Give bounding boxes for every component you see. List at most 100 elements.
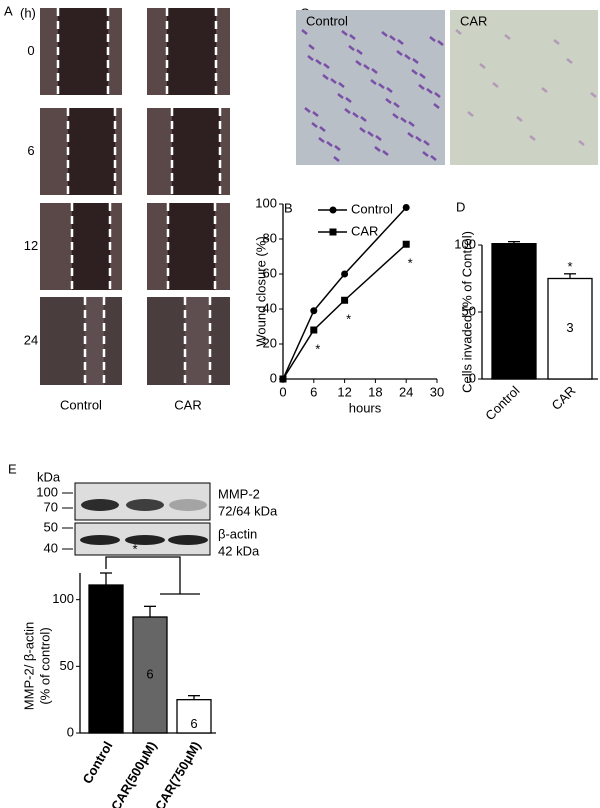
point xyxy=(341,296,349,304)
cell xyxy=(348,45,355,51)
legend-label: CAR xyxy=(351,223,378,238)
n-label: 6 xyxy=(190,716,197,731)
y-axis-label: Wound closure (%) xyxy=(253,236,268,346)
column-label: Control xyxy=(60,397,102,412)
point xyxy=(310,307,318,315)
cell xyxy=(311,122,318,128)
point xyxy=(310,326,318,334)
cell xyxy=(412,58,419,64)
band xyxy=(169,499,207,511)
cell xyxy=(323,63,330,69)
cell xyxy=(359,127,366,133)
cell xyxy=(318,137,325,143)
cell xyxy=(433,103,440,109)
wound-gap xyxy=(58,8,108,95)
y-tick-label: 100 xyxy=(255,195,277,210)
wound-gap xyxy=(168,203,215,290)
y-tick-label: 20 xyxy=(263,335,277,350)
cell xyxy=(301,29,308,35)
column-label: CAR xyxy=(460,13,487,28)
cell xyxy=(307,55,314,61)
cell xyxy=(378,83,385,89)
y-tick-label: 40 xyxy=(263,300,277,315)
x-tick-label: Control xyxy=(79,739,115,787)
blot-label: 42 kDa xyxy=(218,543,260,558)
column-label: Control xyxy=(306,13,348,28)
cell xyxy=(356,49,363,55)
n-label: 6 xyxy=(146,666,153,681)
row-label: 6 xyxy=(27,143,34,158)
significance-bracket xyxy=(105,556,200,595)
cell xyxy=(396,50,403,56)
n-label: 3 xyxy=(510,303,517,318)
cell xyxy=(355,60,362,66)
cell xyxy=(418,84,425,90)
marker-label: 100 xyxy=(36,484,58,499)
cell xyxy=(423,140,430,146)
cell xyxy=(385,98,392,104)
cell xyxy=(308,44,315,50)
y-tick-label: 0 xyxy=(67,724,74,739)
y-tick-label: 0 xyxy=(270,370,277,385)
cell xyxy=(408,121,415,127)
cell xyxy=(392,113,399,119)
x-tick-label: CAR(750μM) xyxy=(152,739,204,808)
x-tick-label: Control xyxy=(482,383,522,423)
cell xyxy=(516,116,523,122)
point xyxy=(341,270,349,278)
cell xyxy=(381,31,388,37)
cell xyxy=(386,87,393,93)
bar xyxy=(491,243,537,380)
panel-label: B xyxy=(284,200,293,215)
cell xyxy=(429,36,436,42)
cell xyxy=(370,79,377,85)
blot-label: 72/64 kDa xyxy=(218,503,278,518)
row-label: 0 xyxy=(27,43,34,58)
cell xyxy=(382,150,389,156)
unit-label: kDa xyxy=(37,469,61,484)
unit-label: (h) xyxy=(20,5,36,20)
cell xyxy=(504,34,511,40)
cell xyxy=(312,111,319,117)
row-label: 24 xyxy=(24,332,38,347)
cell xyxy=(541,87,548,93)
y-tick-label: 100 xyxy=(454,236,476,251)
y-tick-label: 100 xyxy=(52,591,74,606)
cell xyxy=(578,140,585,146)
significance-mark: * xyxy=(315,341,320,356)
cell xyxy=(304,107,311,113)
y-tick-label: 60 xyxy=(263,265,277,280)
point xyxy=(402,240,410,248)
x-tick-label: CAR(500μM) xyxy=(108,739,160,808)
bar xyxy=(176,699,212,734)
marker-label: 70 xyxy=(44,499,58,514)
y-tick-label: 80 xyxy=(263,230,277,245)
cell xyxy=(344,108,351,114)
cell xyxy=(407,132,414,138)
series-line xyxy=(282,206,407,380)
bar xyxy=(132,616,168,734)
cell xyxy=(553,39,560,45)
cell xyxy=(363,64,370,70)
x-axis-label: hours xyxy=(349,400,382,415)
x-tick-label: 6 xyxy=(310,384,317,399)
cell xyxy=(422,151,429,157)
y-axis-label: Cells invaded (% of Control) xyxy=(459,231,474,393)
cell xyxy=(404,54,411,60)
micrograph xyxy=(40,297,122,385)
column-label: CAR xyxy=(174,397,201,412)
panel-label: D xyxy=(456,199,465,214)
y-axis-label: MMP-2/ β-actin xyxy=(21,622,36,710)
band xyxy=(168,535,208,545)
y-tick-label: 50 xyxy=(462,303,476,318)
cell xyxy=(326,141,333,147)
bar xyxy=(88,584,124,734)
panel-label: E xyxy=(8,461,17,476)
cell xyxy=(389,35,396,41)
x-tick-label: 24 xyxy=(399,384,413,399)
wound-gap xyxy=(172,108,220,195)
cell xyxy=(426,88,433,94)
cell xyxy=(319,126,326,132)
micrograph xyxy=(450,10,598,165)
x-tick-label: 0 xyxy=(279,384,286,399)
